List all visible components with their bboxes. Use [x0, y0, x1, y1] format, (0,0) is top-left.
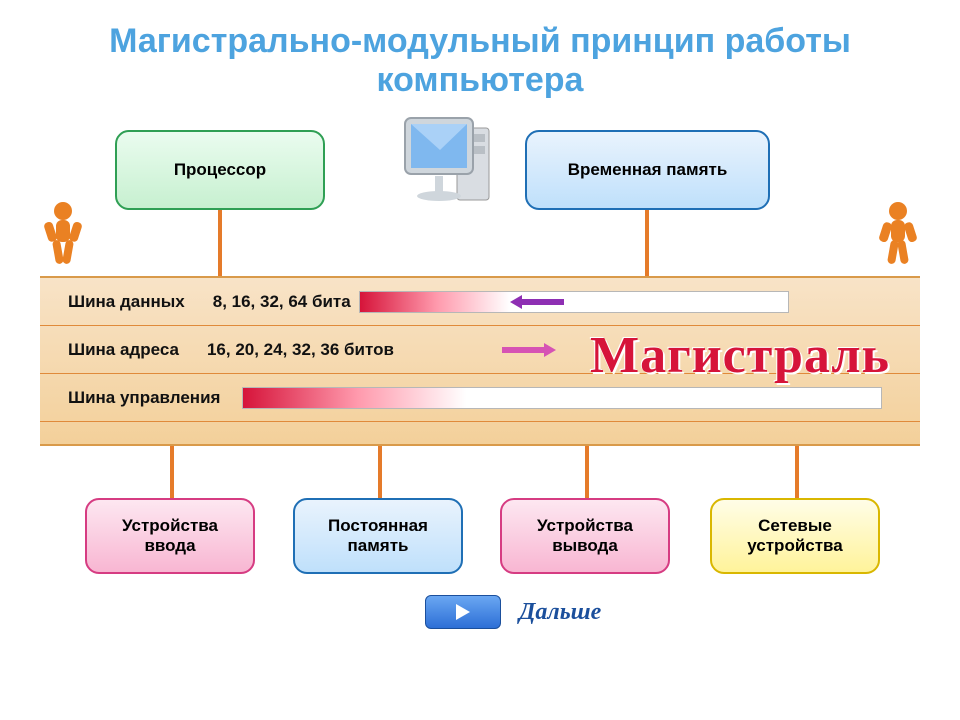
temporary-memory-label: Временная память — [568, 160, 728, 180]
bus-magistral: Шина данных 8, 16, 32, 64 бита Шина адре… — [40, 276, 920, 446]
bus-control-bar — [242, 387, 882, 409]
person-right-icon — [875, 200, 921, 272]
next-wrap: Дальше — [425, 595, 601, 629]
output-devices-block[interactable]: Устройствавывода — [500, 498, 670, 574]
arrow-right-icon — [490, 343, 556, 357]
connector-top-2 — [645, 210, 649, 276]
processor-label: Процессор — [174, 160, 266, 180]
input-devices-label: Устройстваввода — [122, 516, 218, 555]
connector-top-1 — [218, 210, 222, 276]
magistral-title: Магистраль — [590, 326, 890, 385]
next-button[interactable] — [425, 595, 501, 629]
temporary-memory-block[interactable]: Временная память — [525, 130, 770, 210]
computer-icon — [395, 110, 515, 225]
processor-block[interactable]: Процессор — [115, 130, 325, 210]
bus-data-bits: 8, 16, 32, 64 бита — [213, 292, 351, 312]
arrow-left-icon — [510, 295, 576, 309]
bus-row-data: Шина данных 8, 16, 32, 64 бита — [40, 278, 920, 326]
bus-control-label: Шина управления — [68, 388, 220, 408]
page-title: Магистрально-модульный принцип работы ко… — [0, 0, 960, 100]
output-devices-label: Устройствавывода — [537, 516, 633, 555]
title-line-1: Магистрально-модульный принцип работы — [109, 22, 851, 60]
network-devices-label: Сетевыеустройства — [747, 516, 843, 555]
bus-address-bits: 16, 20, 24, 32, 36 битов — [207, 340, 394, 360]
network-devices-block[interactable]: Сетевыеустройства — [710, 498, 880, 574]
bottom-row: Устройстваввода Постояннаяпамять Устройс… — [0, 490, 960, 600]
permanent-memory-block[interactable]: Постояннаяпамять — [293, 498, 463, 574]
play-icon — [456, 604, 470, 620]
person-left-icon — [40, 200, 86, 272]
input-devices-block[interactable]: Устройстваввода — [85, 498, 255, 574]
next-label: Дальше — [519, 599, 601, 626]
permanent-memory-label: Постояннаяпамять — [328, 516, 428, 555]
bus-data-label: Шина данных — [68, 292, 185, 312]
bus-address-label: Шина адреса — [68, 340, 179, 360]
title-line-2: компьютера — [377, 61, 584, 99]
